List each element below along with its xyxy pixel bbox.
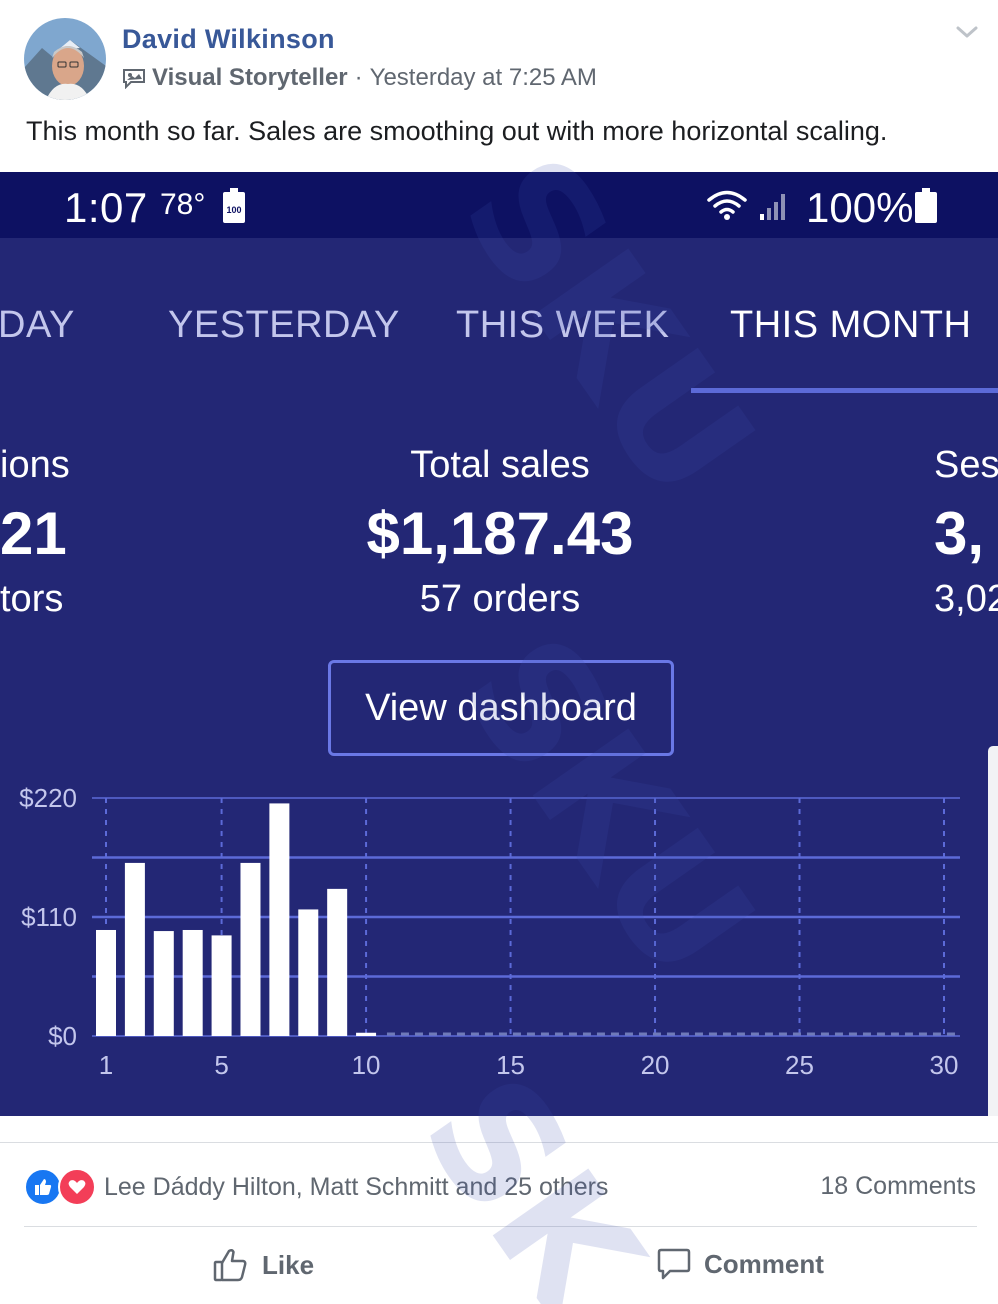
- battery-icon: [915, 188, 937, 223]
- chart-x-tick-label: 10: [352, 1050, 381, 1080]
- thumbs-up-icon: [213, 1248, 247, 1282]
- post-meta: Visual Storyteller · Yesterday at 7:25 A…: [122, 64, 597, 92]
- reaction-names[interactable]: Lee Dáddy Hilton, Matt Schmitt and 25 ot…: [104, 1172, 609, 1201]
- chart-x-tick-label: 5: [214, 1050, 228, 1080]
- chart-y-tick-label: $110: [21, 902, 77, 932]
- period-tabs: DAY YESTERDAY THIS WEEK THIS MONTH: [0, 238, 998, 398]
- status-time: 1:07: [64, 184, 148, 231]
- stat-total-sales: Total sales $1,187.43 57 orders: [300, 444, 700, 621]
- chevron-down-icon[interactable]: [954, 22, 980, 42]
- like-button[interactable]: Like: [212, 1246, 314, 1284]
- chart-bar: [298, 909, 319, 1036]
- attached-screenshot[interactable]: 1:07 78° 100 100% DAY YESTERDAY THIS WEE…: [0, 172, 998, 1116]
- battery-small-icon: 100: [223, 188, 245, 223]
- stat-sessions-right: Ses 3, 3,02: [934, 444, 998, 621]
- stat-right-value: 3,: [934, 500, 985, 567]
- chart-x-tick-label: 30: [930, 1050, 959, 1080]
- chart-bar: [269, 803, 290, 1036]
- chart-bar: [96, 929, 116, 1036]
- chart-y-tick-label: $0: [48, 1021, 77, 1051]
- chart-bar: [327, 888, 348, 1036]
- status-temperature: 78°: [160, 188, 206, 221]
- chart-bar: [356, 1032, 377, 1036]
- author-avatar[interactable]: [24, 18, 106, 100]
- author-name[interactable]: David Wilkinson: [122, 24, 335, 54]
- chart-bar: [124, 862, 145, 1036]
- badge-label[interactable]: Visual Storyteller: [152, 64, 348, 91]
- tab-this-week[interactable]: THIS WEEK: [456, 304, 670, 346]
- comment-label: Comment: [704, 1248, 824, 1279]
- tab-yesterday[interactable]: YESTERDAY: [168, 304, 400, 346]
- like-reaction-icon: [24, 1168, 62, 1206]
- love-reaction-icon: [58, 1168, 96, 1206]
- comment-button[interactable]: Comment: [656, 1246, 824, 1282]
- chart-x-tick-label: 25: [785, 1050, 814, 1080]
- stat-left-label: ions: [0, 444, 70, 486]
- battery-percentage: 100%: [806, 184, 914, 231]
- total-sales-value: $1,187.43: [366, 500, 634, 567]
- stat-right-sub: 3,02: [934, 578, 998, 620]
- chart-x-tick-label: 20: [641, 1050, 670, 1080]
- wifi-icon: [707, 190, 747, 220]
- divider: [24, 1226, 977, 1227]
- active-tab-indicator: [691, 388, 998, 393]
- tab-this-month[interactable]: THIS MONTH: [730, 304, 972, 346]
- post-timestamp[interactable]: Yesterday at 7:25 AM: [369, 64, 597, 91]
- stat-right-label: Ses: [934, 444, 998, 486]
- chart-bar: [211, 935, 232, 1036]
- meta-separator: ·: [354, 64, 363, 91]
- total-sales-orders: 57 orders: [419, 578, 581, 620]
- phone-status-bar: 1:07 78° 100 100%: [0, 172, 998, 238]
- stat-left-sub: tors: [0, 578, 64, 620]
- stat-sessions-left: ions 21 tors: [0, 444, 70, 621]
- divider: [0, 1142, 998, 1143]
- like-label: Like: [262, 1249, 315, 1280]
- chart-x-tick-label: 1: [99, 1050, 113, 1080]
- total-sales-label: Total sales: [410, 444, 590, 486]
- chart-bar: [182, 929, 203, 1036]
- view-dashboard-button[interactable]: View dashboard: [328, 660, 674, 756]
- comment-icon: [657, 1248, 691, 1280]
- carousel-edge-handle[interactable]: [988, 746, 998, 1116]
- chart-y-tick-label: $220: [19, 783, 77, 813]
- comments-count[interactable]: 18 Comments: [820, 1172, 976, 1200]
- post-text: This month so far. Sales are smoothing o…: [26, 116, 888, 146]
- visual-storyteller-badge-icon: [123, 69, 145, 89]
- reactions-summary[interactable]: Lee Dáddy Hilton, Matt Schmitt and 25 ot…: [24, 1168, 608, 1206]
- chart-x-tick-label: 15: [496, 1050, 525, 1080]
- post-header: David Wilkinson Visual Storyteller · Yes…: [0, 0, 998, 172]
- signal-icon: [760, 194, 785, 220]
- battery-small-label: 100: [226, 205, 241, 215]
- stat-left-value: 21: [0, 500, 67, 567]
- chart-bar: [153, 931, 174, 1036]
- chart-bar: [240, 862, 261, 1036]
- tab-today[interactable]: DAY: [0, 304, 75, 346]
